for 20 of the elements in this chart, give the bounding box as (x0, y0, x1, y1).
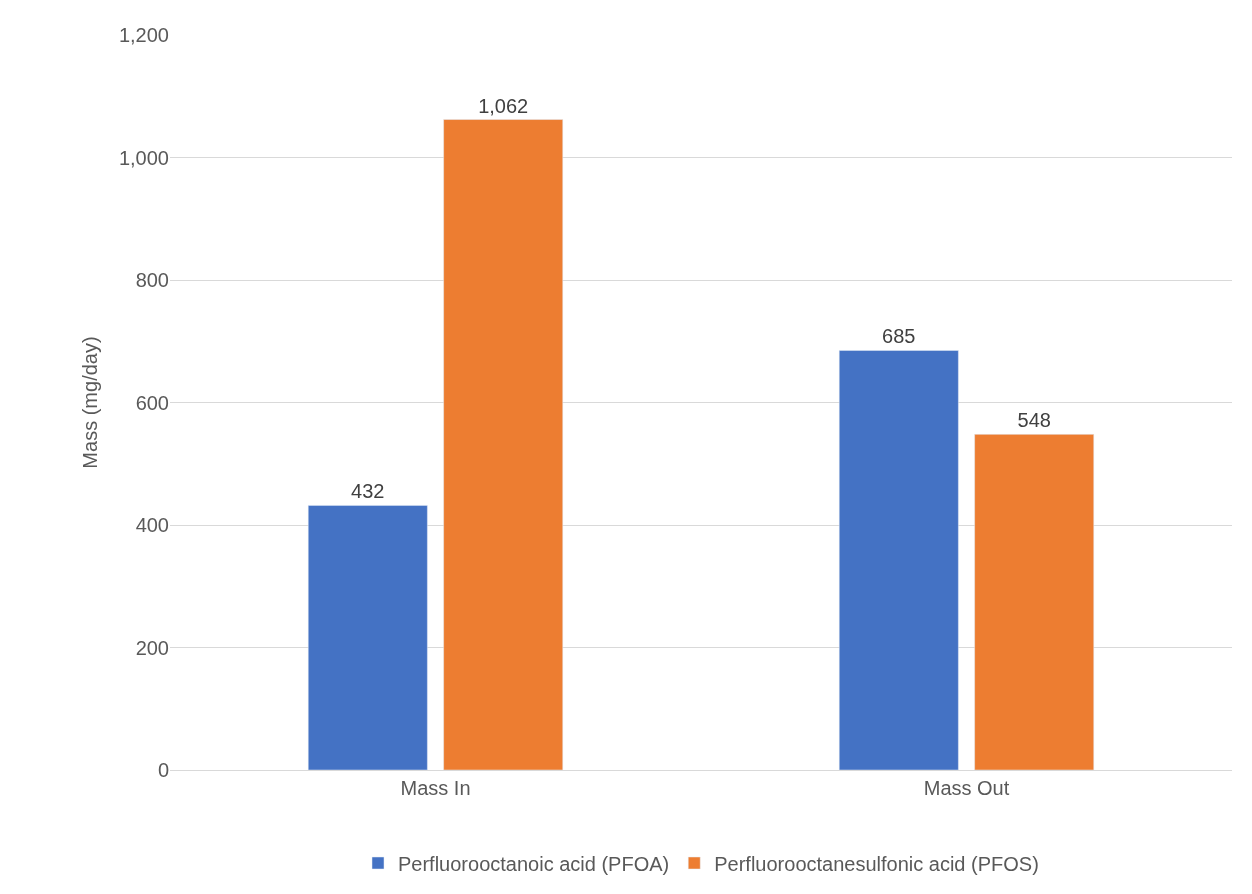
y-axis-title: Mass (mg/day) (79, 336, 102, 469)
legend-label: Perfluorooctanesulfonic acid (PFOS) (714, 852, 1039, 875)
bar (974, 434, 1095, 770)
y-tick-label: 1,200 (118, 24, 169, 46)
data-label: 548 (1017, 409, 1051, 432)
data-label: 432 (351, 480, 385, 503)
bar (443, 119, 564, 770)
y-tick-label: 0 (157, 759, 169, 781)
x-tick-label: Mass In (400, 777, 471, 799)
y-tick-label: 400 (135, 514, 169, 536)
bar (838, 350, 959, 770)
x-tick-label: Mass Out (923, 777, 1010, 799)
legend-label: Perfluorooctanoic acid (PFOA) (398, 852, 670, 875)
y-tick-label: 1,000 (118, 146, 169, 169)
data-label: 685 (882, 325, 916, 348)
y-tick-label: 800 (135, 269, 169, 291)
bar (307, 505, 428, 770)
data-label: 1,062 (478, 94, 529, 117)
y-tick-label: 200 (135, 636, 169, 659)
y-tick-label: 600 (135, 391, 169, 414)
